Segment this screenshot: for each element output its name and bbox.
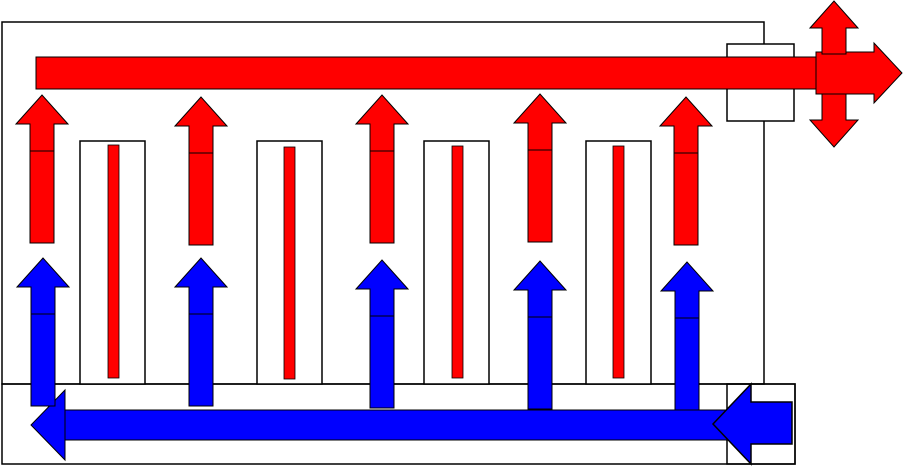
heating-element-3 [451, 145, 464, 379]
blue-up-arrow-1-icon [15, 257, 71, 407]
top-supply-arrow-up-head-icon [808, 0, 860, 55]
bottom-return-arrow-shaft [64, 409, 741, 441]
top-supply-arrow-down-head-icon [808, 93, 860, 148]
red-up-arrow-5-icon [658, 96, 714, 246]
heating-element-1 [107, 144, 120, 379]
top-supply-arrow-shaft [35, 56, 817, 90]
inlet-arrow-icon [711, 382, 793, 466]
blue-up-arrow-2-icon [173, 257, 229, 407]
heating-element-2 [283, 146, 296, 380]
red-up-arrow-3-icon [354, 94, 410, 244]
red-up-arrow-2-icon [173, 96, 229, 246]
heating-element-4 [612, 145, 625, 379]
blue-up-arrow-5-icon [659, 261, 715, 411]
blue-up-arrow-3-icon [354, 259, 410, 409]
red-up-arrow-4-icon [512, 93, 568, 243]
red-up-arrow-1-icon [14, 94, 70, 244]
blue-up-arrow-4-icon [512, 260, 568, 410]
